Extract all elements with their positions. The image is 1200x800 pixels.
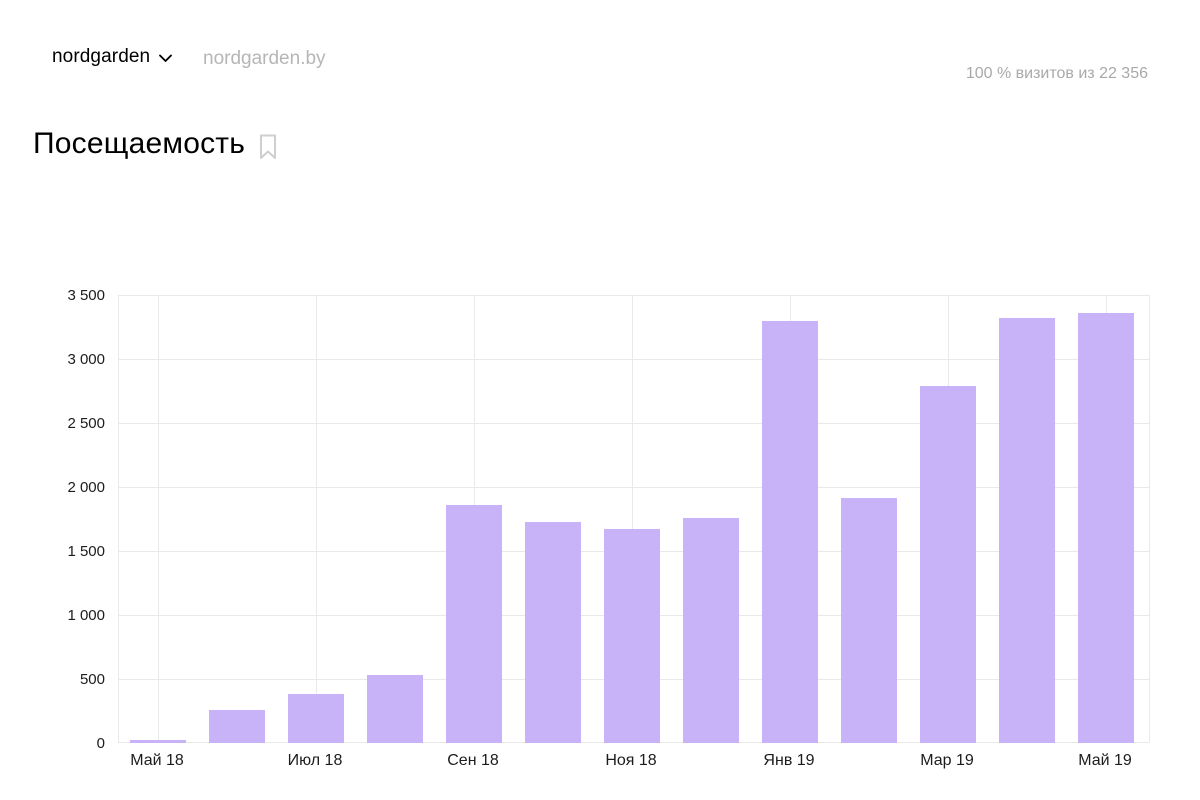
visits-bar[interactable] <box>683 518 739 743</box>
gridline-vertical <box>316 295 317 743</box>
x-axis: Май 18 Июл 18 Сен 18 Ноя 18 Янв 19 Мар 19 Май … <box>118 752 1148 774</box>
visits-bar[interactable] <box>288 694 344 743</box>
visits-bar[interactable] <box>446 505 502 743</box>
y-tick-label: 1 000 <box>67 607 105 624</box>
y-tick-label: 3 000 <box>67 351 105 368</box>
counter-name: nordgarden <box>52 46 151 67</box>
x-tick-label: Мар 19 <box>920 752 974 769</box>
visits-bar[interactable] <box>999 318 1055 743</box>
x-tick-label: Ноя 18 <box>605 752 657 769</box>
gridline-horizontal <box>119 423 1149 424</box>
visits-bar[interactable] <box>762 321 818 743</box>
x-tick-label: Май 18 <box>130 752 184 769</box>
x-tick-label: Сен 18 <box>447 752 499 769</box>
x-tick-label: Янв 19 <box>763 752 815 769</box>
gridline-vertical <box>158 295 159 743</box>
gridline-horizontal <box>119 359 1149 360</box>
bookmark-icon[interactable] <box>259 134 277 160</box>
y-tick-label: 2 500 <box>67 415 105 432</box>
gridline-horizontal <box>119 295 1149 296</box>
gridline-vertical <box>632 295 633 743</box>
y-tick-label: 0 <box>96 735 105 752</box>
visits-bar-chart <box>118 295 1150 743</box>
visits-bar[interactable] <box>130 740 186 743</box>
x-tick-label: Май 19 <box>1078 752 1132 769</box>
page-title: Посещаемость <box>33 127 246 160</box>
counter-domain: nordgarden.by <box>203 48 326 69</box>
sampling-selector[interactable]: 100 % визитов из 22 356 <box>965 65 1148 82</box>
y-tick-label: 2 000 <box>67 479 105 496</box>
chevron-down-icon <box>159 50 173 68</box>
y-tick-label: 3 500 <box>67 287 105 304</box>
y-axis: 0 500 1 000 1 500 2 000 2 500 3 000 3 500 <box>30 287 105 752</box>
y-tick-label: 500 <box>79 671 105 688</box>
visits-bar[interactable] <box>1078 313 1134 743</box>
visits-bar[interactable] <box>209 710 265 743</box>
visits-bar[interactable] <box>525 522 581 743</box>
visits-bar[interactable] <box>920 386 976 743</box>
visits-bar[interactable] <box>367 675 423 743</box>
title-row: Посещаемость <box>33 127 277 161</box>
gridline-horizontal <box>119 487 1149 488</box>
y-tick-label: 1 500 <box>67 543 105 560</box>
visits-bar[interactable] <box>604 529 660 743</box>
x-tick-label: Июл 18 <box>287 752 343 769</box>
counter-switcher[interactable]: nordgarden <box>52 46 173 68</box>
visits-bar[interactable] <box>841 498 897 743</box>
